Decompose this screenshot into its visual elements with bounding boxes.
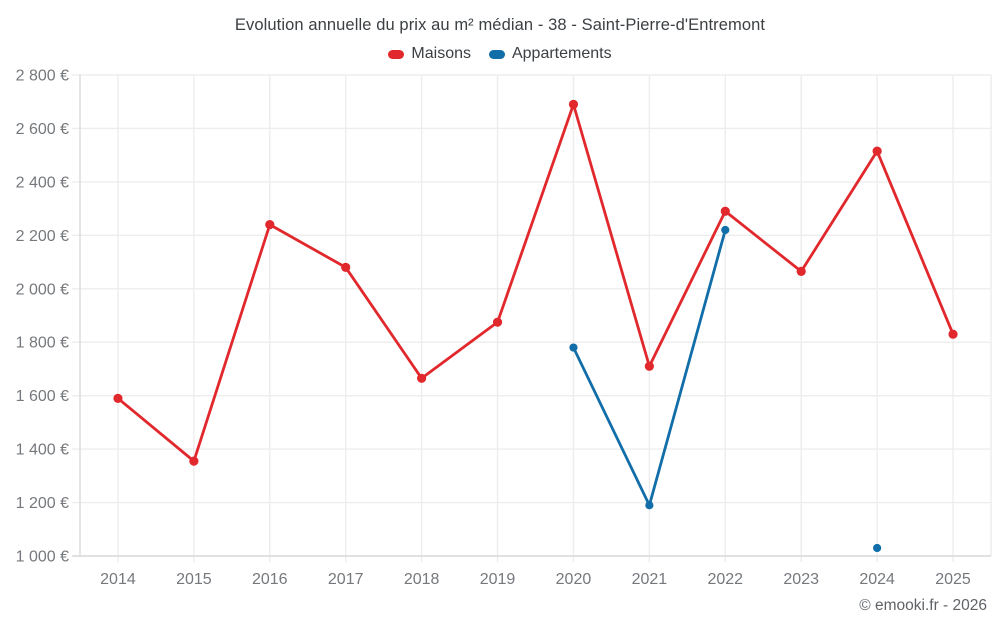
y-tick-label: 1 800 €	[16, 335, 69, 352]
legend-item-maisons[interactable]: Maisons	[388, 45, 471, 63]
y-tick-label: 2 600 €	[16, 121, 69, 138]
chart-legend: Maisons Appartements	[0, 45, 1000, 63]
data-point-maisons	[644, 361, 654, 371]
series-line-maisons	[116, 102, 955, 463]
data-point-maisons	[720, 206, 730, 216]
legend-item-appartements[interactable]: Appartements	[488, 45, 612, 63]
legend-label-appartements: Appartements	[511, 45, 612, 62]
y-tick-label: 2 000 €	[16, 281, 69, 298]
data-point-maisons	[948, 329, 958, 339]
x-tick-label: 2025	[935, 571, 971, 588]
data-point-maisons	[113, 393, 123, 403]
data-point-maisons	[341, 262, 351, 272]
data-point-appartements	[569, 343, 578, 352]
legend-swatch-maisons-icon	[388, 49, 405, 59]
y-tick-label: 1 600 €	[16, 388, 69, 405]
data-point-maisons	[189, 456, 199, 466]
x-tick-label: 2021	[632, 571, 668, 588]
data-point-appartements	[721, 225, 730, 235]
data-point-maisons	[417, 373, 427, 383]
legend-label-maisons: Maisons	[411, 45, 471, 62]
x-tick-label: 2024	[859, 571, 895, 588]
data-point-maisons	[265, 220, 275, 230]
x-gridlines: 2014 2015 2016 2017 2018 2019 2020 2021 2022 2023…	[100, 75, 992, 588]
data-point-maisons	[796, 266, 806, 277]
series-maisons	[113, 99, 958, 466]
y-gridlines: 1 000 € 1 200 € 1 400 € 1 600 € 1 800 € 2 000…	[16, 68, 991, 566]
x-tick-label: 2014	[100, 571, 136, 588]
x-tick-label: 2018	[404, 571, 440, 588]
axes	[72, 75, 991, 557]
data-point-maisons	[492, 317, 503, 327]
data-point-appartements	[873, 543, 882, 553]
footer-credit: © emooki.fr - 2026	[859, 597, 987, 614]
y-tick-label: 2 800 €	[16, 68, 69, 85]
y-tick-label: 2 200 €	[16, 228, 69, 245]
data-point-maisons	[872, 146, 882, 156]
data-point-appartements	[645, 501, 654, 510]
x-tick-label: 2016	[252, 571, 288, 588]
x-tick-label: 2017	[328, 571, 364, 588]
x-tick-label: 2015	[176, 571, 212, 588]
y-tick-label: 2 400 €	[16, 174, 69, 191]
series-appartements	[569, 225, 882, 553]
legend-swatch-appartements-icon	[488, 49, 505, 59]
y-tick-label: 1 400 €	[16, 442, 69, 459]
x-tick-label: 2019	[480, 571, 516, 588]
x-tick-label: 2022	[707, 571, 743, 588]
x-tick-label: 2020	[556, 571, 592, 588]
x-tick-label: 2023	[783, 571, 819, 588]
data-point-maisons	[568, 99, 579, 109]
y-tick-label: 1 200 €	[16, 495, 69, 512]
y-tick-label: 1 000 €	[16, 549, 69, 566]
chart-title: Evolution annuelle du prix au m² médian …	[234, 16, 766, 34]
